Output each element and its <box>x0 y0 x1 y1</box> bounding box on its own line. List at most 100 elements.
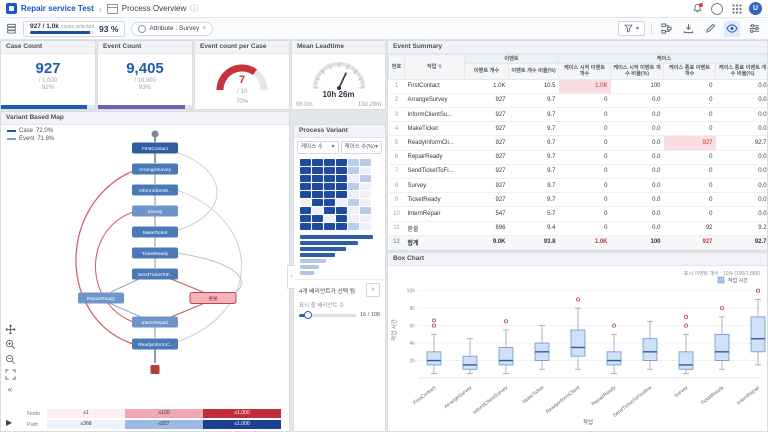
variant-cell[interactable] <box>336 215 347 222</box>
edit-button[interactable] <box>702 21 718 37</box>
variant-cell[interactable] <box>336 199 347 206</box>
table-row[interactable]: 11 환불 896 9.4 0 0.0 92 9.2 <box>388 221 767 236</box>
app-grid-button[interactable] <box>729 2 745 16</box>
variant-cell[interactable] <box>348 199 359 206</box>
map-node[interactable] <box>78 292 124 304</box>
variant-cell[interactable] <box>360 223 371 230</box>
variant-cell[interactable] <box>360 159 371 166</box>
variant-cell[interactable] <box>360 183 371 190</box>
variant-bar[interactable] <box>300 235 373 239</box>
variant-cell[interactable] <box>300 191 311 198</box>
close-icon[interactable]: × <box>202 25 207 32</box>
variant-cell[interactable] <box>324 167 335 174</box>
info-icon[interactable]: ⓘ <box>190 4 199 13</box>
app-title[interactable]: Repair service Test <box>21 4 94 13</box>
col-header[interactable]: 케이스 종료 이벤트 개수 비율(%) <box>715 63 767 80</box>
variant-cell[interactable] <box>348 159 359 166</box>
map-node[interactable] <box>132 163 178 175</box>
variant-cell[interactable] <box>312 167 323 174</box>
variant-cell[interactable] <box>360 167 371 174</box>
map-node[interactable] <box>132 316 178 328</box>
map-node[interactable] <box>132 205 178 217</box>
variant-cell[interactable] <box>300 167 311 174</box>
variant-count-slider[interactable] <box>299 311 357 319</box>
apply-variants-button[interactable]: › <box>366 283 380 297</box>
variant-cell[interactable] <box>300 159 311 166</box>
map-node[interactable] <box>132 226 178 238</box>
variant-cell[interactable] <box>324 159 335 166</box>
col-header[interactable]: 케이스 시작 이벤트 개수 비율(%) <box>610 63 665 80</box>
variant-cell[interactable] <box>312 223 323 230</box>
variant-cell[interactable] <box>348 167 359 174</box>
notifications-button[interactable] <box>689 2 705 16</box>
table-row[interactable]: 3 InformClientSu... 927 9.7 0 0.0 0 0.0 <box>388 107 767 123</box>
zoom-out-button[interactable] <box>4 353 16 365</box>
variant-cell[interactable] <box>348 175 359 182</box>
variant-cell[interactable] <box>336 175 347 182</box>
variant-cell[interactable] <box>336 207 347 214</box>
dataset-icon[interactable] <box>6 23 17 34</box>
col-header[interactable]: 번호 <box>388 54 405 80</box>
variant-cell[interactable] <box>336 191 347 198</box>
variant-cell[interactable] <box>360 191 371 198</box>
col-header[interactable]: 이벤트 개수 <box>464 63 509 80</box>
variant-cell[interactable] <box>312 199 323 206</box>
play-button[interactable]: ▶ <box>6 418 13 427</box>
view-button[interactable] <box>724 20 740 37</box>
table-row[interactable]: 9 TicketReady 927 9.7 0 0.0 0 0.0 <box>388 192 767 208</box>
variant-cell[interactable] <box>336 167 347 174</box>
table-row[interactable]: 12 합계 9.0K 93.8 1.0K 100 927 92.7 <box>388 235 767 250</box>
variant-cell[interactable] <box>348 223 359 230</box>
app-logo-icon[interactable] <box>6 3 17 14</box>
table-row[interactable]: 8 Survey 927 9.7 0 0.0 0 0.0 <box>388 178 767 194</box>
settings-button[interactable] <box>746 21 762 37</box>
zoom-in-button[interactable] <box>4 338 16 350</box>
variant-sort-select[interactable]: 케이스 수 ▾ <box>297 141 339 154</box>
map-node[interactable] <box>189 292 237 304</box>
table-row[interactable]: 2 ArrangeSurvey 927 9.7 0 0.0 0 0.0 <box>388 93 767 109</box>
variant-cell[interactable] <box>336 159 347 166</box>
variant-cell[interactable] <box>312 175 323 182</box>
download-button[interactable] <box>680 21 696 37</box>
variant-cell[interactable] <box>348 183 359 190</box>
variant-bar[interactable] <box>300 247 346 251</box>
variant-bar[interactable] <box>300 259 327 263</box>
map-node[interactable] <box>132 184 178 196</box>
variant-cell[interactable] <box>336 223 347 230</box>
slider-handle[interactable] <box>303 311 312 319</box>
variant-cell[interactable] <box>312 207 323 214</box>
tab-process-overview[interactable]: Process Overview <box>121 4 187 13</box>
pan-button[interactable] <box>4 323 16 335</box>
fit-screen-button[interactable] <box>4 368 16 380</box>
map-node[interactable] <box>132 142 178 154</box>
variant-cell[interactable] <box>312 215 323 222</box>
map-node[interactable] <box>132 247 178 259</box>
variant-cell[interactable] <box>312 191 323 198</box>
variant-cell[interactable] <box>312 159 323 166</box>
filter-button[interactable]: ▾ <box>617 21 645 36</box>
variant-cell[interactable] <box>348 191 359 198</box>
variant-cell[interactable] <box>360 215 371 222</box>
variant-cell[interactable] <box>300 215 311 222</box>
variant-bar[interactable] <box>300 241 359 245</box>
variant-cell[interactable] <box>360 207 371 214</box>
end-node[interactable] <box>150 365 160 374</box>
col-header[interactable]: 케이스 종료 이벤트 개수 <box>663 63 717 80</box>
table-row[interactable]: 10 InternRepair 547 5.7 0 0.0 0 0.0 <box>388 206 767 222</box>
variant-bar[interactable] <box>300 271 315 275</box>
variant-cell[interactable] <box>324 175 335 182</box>
variant-cell[interactable] <box>360 199 371 206</box>
variant-cell[interactable] <box>324 183 335 190</box>
variant-cell[interactable] <box>300 199 311 206</box>
variant-cell[interactable] <box>300 223 311 230</box>
variant-cell[interactable] <box>348 215 359 222</box>
col-header[interactable]: 케이스 시작 이벤트 개수 <box>558 63 612 80</box>
variant-cell[interactable] <box>360 175 371 182</box>
table-row[interactable]: 7 SendTicketToFi... 927 9.7 0 0.0 0 0.0 <box>388 164 767 180</box>
collapse-button[interactable]: « <box>7 384 13 394</box>
collapse-variant-panel[interactable]: › <box>287 265 295 289</box>
avatar[interactable]: U <box>749 2 762 15</box>
variant-cell[interactable] <box>324 207 335 214</box>
variant-cell[interactable] <box>348 207 359 214</box>
variant-cell[interactable] <box>300 175 311 182</box>
